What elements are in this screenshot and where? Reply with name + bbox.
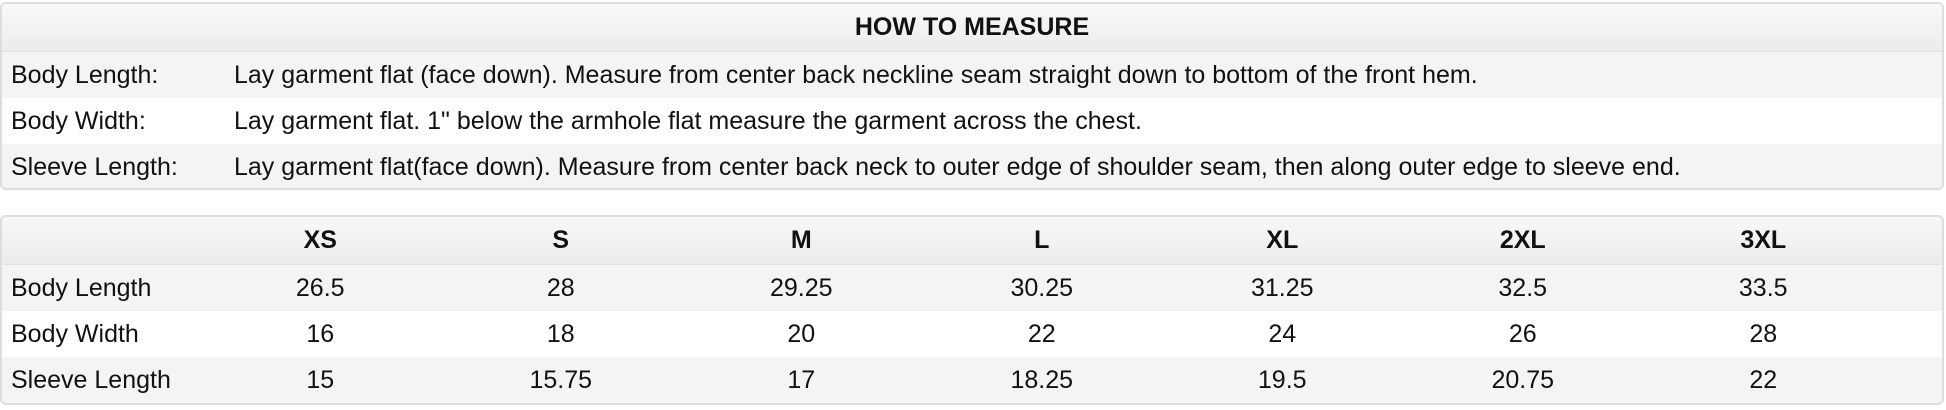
- size-value-cell: 16: [306, 319, 335, 348]
- how-to-measure-table: HOW TO MEASURE Body Length: Lay garment …: [0, 2, 1944, 190]
- measure-label: Body Length:: [11, 60, 159, 89]
- size-header-s: S: [552, 226, 570, 254]
- size-value-cell: 15.75: [529, 365, 593, 394]
- measure-description: Lay garment flat (face down). Measure fr…: [234, 60, 1478, 89]
- size-header-2xl: 2XL: [1499, 226, 1546, 254]
- size-value-cell: 22: [1027, 319, 1056, 348]
- size-value-cell: 20: [787, 319, 816, 348]
- measure-row-sleeve-length: Sleeve Length: Lay garment flat(face dow…: [2, 144, 1942, 188]
- size-value-cell: 29.25: [769, 273, 833, 302]
- size-header-m: M: [790, 226, 812, 254]
- size-value-cell: 33.5: [1738, 273, 1788, 302]
- size-header-l: L: [1034, 226, 1050, 254]
- how-to-measure-header: HOW TO MEASURE: [2, 4, 1942, 52]
- size-value-cell: 26.5: [295, 273, 345, 302]
- size-header-row: XS S M L XL 2XL 3XL: [2, 217, 1942, 265]
- measure-label: Sleeve Length:: [11, 152, 178, 181]
- size-value-cell: 32.5: [1498, 273, 1548, 302]
- measure-label: Body Width:: [11, 106, 146, 135]
- how-to-measure-title: HOW TO MEASURE: [854, 13, 1090, 41]
- size-header-3xl: 3XL: [1740, 226, 1787, 254]
- size-row-label: Body Length: [11, 273, 152, 302]
- size-value-cell: 28: [1749, 319, 1778, 348]
- size-value-cell: 19.5: [1257, 365, 1307, 394]
- size-chart-table: XS S M L XL 2XL 3XL Body Length 26.5 28 29.25 30.2…: [0, 215, 1944, 405]
- size-value-cell: 24: [1268, 319, 1297, 348]
- size-value-cell: 18.25: [1010, 365, 1074, 394]
- size-value-cell: 17: [787, 365, 816, 394]
- measure-row-body-width: Body Width: Lay garment flat. 1" below t…: [2, 98, 1942, 144]
- size-header-xs: XS: [303, 226, 337, 254]
- size-value-cell: 15: [306, 365, 335, 394]
- size-value-cell: 28: [546, 273, 575, 302]
- size-value-cell: 30.25: [1010, 273, 1074, 302]
- size-row: Body Length 26.5 28 29.25 30.25 31.25 32.5 33.5: [2, 265, 1942, 311]
- size-value-cell: 26: [1508, 319, 1537, 348]
- size-row: Sleeve Length 15 15.75 17 18.25 19.5 20.75 22: [2, 357, 1942, 403]
- size-value-cell: 18: [546, 319, 575, 348]
- measure-description: Lay garment flat(face down). Measure fro…: [234, 152, 1681, 181]
- size-row-label: Body Width: [11, 319, 139, 348]
- size-header-xl: XL: [1266, 226, 1299, 254]
- size-value-cell: 22: [1749, 365, 1778, 394]
- size-row: Body Width 16 18 20 22 24 26 28: [2, 311, 1942, 357]
- measure-description: Lay garment flat. 1" below the armhole f…: [234, 106, 1142, 135]
- measure-row-body-length: Body Length: Lay garment flat (face down…: [2, 52, 1942, 98]
- size-value-cell: 31.25: [1250, 273, 1314, 302]
- size-row-label: Sleeve Length: [11, 365, 171, 394]
- size-value-cell: 20.75: [1491, 365, 1555, 394]
